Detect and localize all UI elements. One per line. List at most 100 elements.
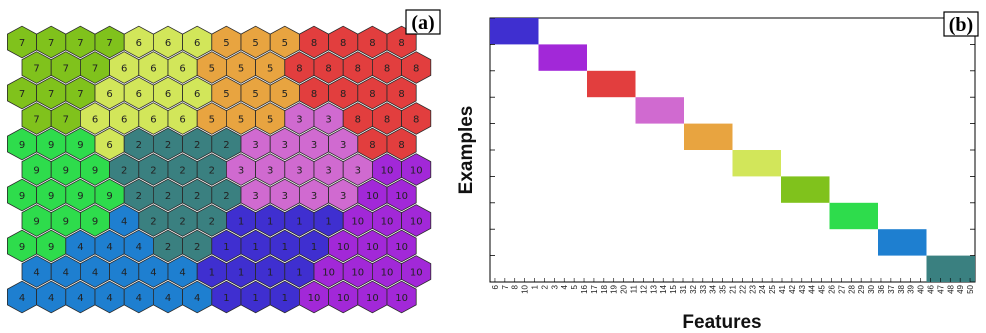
x-tick-label: 20 [620, 284, 629, 293]
hex-cell-label: 9 [33, 217, 39, 228]
hex-cell-label: 5 [282, 89, 288, 100]
hex-cell-label: 8 [340, 38, 346, 49]
hex-cell-label: 2 [165, 140, 171, 151]
hex-cell-label: 10 [366, 293, 379, 304]
hex-cell-label: 10 [410, 268, 423, 279]
x-tick-label: 36 [877, 284, 886, 293]
hex-cell-label: 7 [33, 115, 39, 126]
hex-cell-label: 1 [311, 242, 317, 253]
x-tick-label: 49 [956, 284, 965, 293]
hex-cell-label: 3 [238, 166, 244, 177]
hex-cell-label: 4 [48, 293, 54, 304]
hex-cell-label: 9 [48, 242, 54, 253]
hex-cell-label: 6 [106, 140, 112, 151]
hex-cell-label: 5 [252, 89, 258, 100]
hex-cell-label: 6 [136, 89, 142, 100]
hex-cell [386, 127, 417, 161]
hex-cell-label: 2 [136, 140, 142, 151]
x-tick-label: 18 [600, 284, 609, 293]
hex-cell-label: 2 [150, 166, 156, 177]
matrix-block [829, 202, 878, 230]
hex-cell-label: 3 [311, 191, 317, 202]
x-tick-label: 13 [649, 284, 658, 293]
matrix-block [878, 229, 927, 256]
hex-cell-label: 10 [322, 268, 335, 279]
hex-cell-label: 10 [381, 217, 394, 228]
hex-cell-label: 3 [296, 115, 302, 126]
hex-cell-label: 2 [150, 217, 156, 228]
panel-a-label: (a) [411, 12, 434, 34]
matrix-block [490, 18, 539, 45]
hex-cell [401, 204, 432, 237]
hex-cell-label: 7 [92, 64, 98, 75]
hex-cell-label: 8 [384, 115, 390, 126]
x-tick-label: 44 [808, 284, 817, 293]
hex-cell-label: 1 [238, 217, 244, 228]
x-tick-label: 15 [669, 284, 678, 293]
hex-cell-label: 4 [150, 268, 156, 279]
hex-cell-label: 8 [340, 89, 346, 100]
hex-cell-label: 8 [369, 38, 375, 49]
hex-cell-label: 5 [238, 64, 244, 75]
y-axis-title: Examples [456, 106, 477, 195]
hex-cell-label: 1 [325, 217, 331, 228]
hex-cell-label: 3 [355, 166, 361, 177]
x-tick-label: 19 [610, 284, 619, 293]
x-tick-label: 12 [639, 284, 648, 293]
x-tick-label: 25 [768, 284, 777, 293]
hex-cell-label: 4 [92, 268, 98, 279]
matrix-block [781, 176, 830, 203]
hex-cell-label: 6 [179, 115, 185, 126]
hex-cell-label: 3 [282, 140, 288, 151]
hex-cell-label: 9 [48, 140, 54, 151]
hex-cell [386, 280, 417, 314]
hex-cell-label: 4 [106, 242, 112, 253]
x-tick-label: 17 [590, 284, 599, 293]
x-tick-label: 22 [738, 284, 747, 293]
hex-cell-label: 1 [267, 268, 273, 279]
hex-cell-label: 1 [282, 293, 288, 304]
hex-cell-label: 2 [136, 191, 142, 202]
panel-b-label: (b) [949, 14, 973, 36]
hex-cell-label: 7 [48, 89, 54, 100]
matrix-block [926, 255, 975, 282]
hex-cell-label: 6 [165, 38, 171, 49]
hex-cell-label: 9 [48, 191, 54, 202]
hex-cell-label: 9 [63, 217, 69, 228]
hex-cell-label: 4 [77, 293, 83, 304]
x-tick-label: 28 [847, 284, 856, 293]
hex-cell-label: 7 [33, 64, 39, 75]
x-tick-label: 4 [560, 284, 569, 289]
x-tick-label: 10 [521, 284, 530, 293]
hex-cell-label: 10 [395, 293, 408, 304]
x-tick-label: 16 [580, 284, 589, 293]
matrix-block [684, 123, 733, 150]
hex-cell-label: 9 [63, 166, 69, 177]
hex-cell-label: 4 [136, 242, 142, 253]
x-tick-label: 47 [936, 284, 945, 293]
x-tick-label: 8 [511, 284, 520, 289]
x-tick-label: 39 [907, 284, 916, 293]
x-tick-label: 50 [966, 284, 975, 293]
hex-cell-label: 4 [179, 268, 185, 279]
hex-cell-label: 10 [410, 166, 423, 177]
hex-cell-label: 8 [296, 64, 302, 75]
hex-cell-label: 6 [150, 64, 156, 75]
x-tick-label: 32 [689, 284, 698, 293]
hex-cell-label: 2 [194, 242, 200, 253]
x-tick-label: 48 [946, 284, 955, 293]
x-tick-label: 1 [531, 284, 540, 289]
hex-cell-label: 1 [209, 268, 215, 279]
hex-cell-label: 2 [194, 140, 200, 151]
hex-cell-label: 10 [381, 166, 394, 177]
hex-cell-label: 1 [296, 268, 302, 279]
hex-cell-label: 8 [311, 38, 317, 49]
hex-cell-label: 7 [106, 38, 112, 49]
hex-cell-label: 2 [165, 191, 171, 202]
hex-cell-label: 2 [179, 217, 185, 228]
panel-a-label-box [405, 9, 441, 35]
hex-cell-label: 8 [398, 89, 404, 100]
hex-cell-label: 1 [296, 217, 302, 228]
hex-cell-label: 5 [209, 64, 215, 75]
x-tick-label: 40 [917, 284, 926, 293]
